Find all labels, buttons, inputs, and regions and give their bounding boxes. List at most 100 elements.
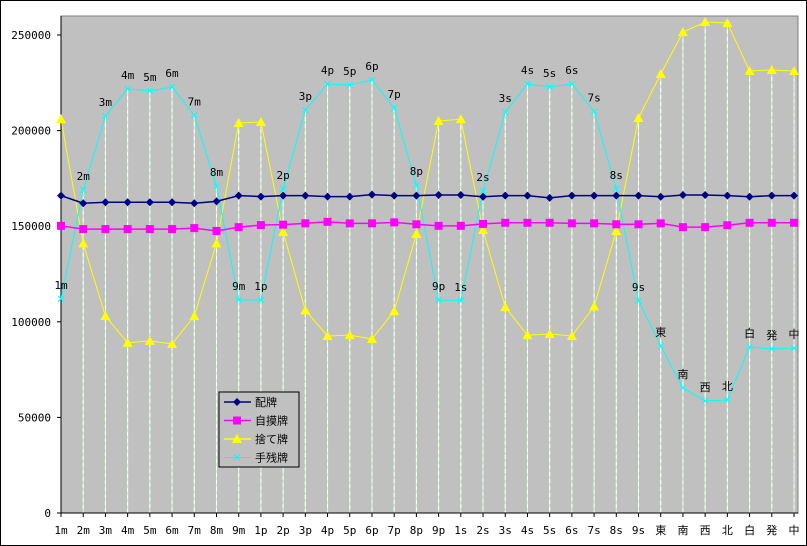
data-point bbox=[500, 302, 511, 312]
point-label: 7p bbox=[388, 88, 401, 101]
data-point bbox=[501, 218, 510, 227]
data-point bbox=[723, 221, 732, 230]
x-tick-label: 8m bbox=[210, 524, 224, 537]
data-point bbox=[389, 306, 400, 316]
data-point bbox=[79, 225, 88, 234]
point-label: 7m bbox=[188, 95, 202, 108]
point-label: 4s bbox=[521, 64, 534, 77]
point-label: 9p bbox=[432, 280, 445, 293]
data-point bbox=[123, 225, 132, 234]
data-point bbox=[279, 191, 288, 200]
data-point bbox=[300, 305, 311, 315]
x-mark bbox=[790, 344, 798, 352]
data-point bbox=[656, 192, 665, 201]
data-point bbox=[768, 345, 776, 353]
point-label: 白 bbox=[744, 326, 755, 340]
x-tick-label: 7s bbox=[587, 524, 600, 537]
y-tick-label: 250000 bbox=[11, 29, 51, 42]
x-tick-label: 5s bbox=[543, 524, 556, 537]
x-mark bbox=[746, 343, 753, 351]
x-mark bbox=[235, 296, 243, 304]
data-point bbox=[367, 219, 376, 228]
data-point bbox=[234, 191, 243, 200]
y-tick-label: 0 bbox=[44, 507, 51, 520]
point-label: 5p bbox=[343, 65, 356, 78]
point-label: 7s bbox=[587, 91, 600, 104]
series-line bbox=[60, 21, 795, 345]
data-point bbox=[345, 219, 354, 228]
point-label: 8m bbox=[210, 166, 224, 179]
x-tick-label: 5p bbox=[343, 524, 356, 537]
x-mark bbox=[479, 187, 487, 195]
data-point bbox=[256, 192, 265, 201]
data-point bbox=[122, 337, 133, 347]
data-point bbox=[567, 191, 576, 200]
data-point bbox=[212, 197, 221, 206]
legend-box bbox=[218, 391, 300, 468]
data-point bbox=[656, 219, 665, 228]
point-label: 2m bbox=[77, 170, 91, 183]
data-point bbox=[146, 87, 154, 95]
data-point bbox=[612, 191, 621, 200]
data-point bbox=[101, 225, 110, 234]
data-point bbox=[589, 301, 600, 311]
data-point bbox=[478, 225, 489, 235]
point-label: 東 bbox=[655, 326, 666, 339]
x-mark bbox=[146, 87, 154, 95]
data-point bbox=[501, 191, 510, 200]
data-point bbox=[57, 191, 65, 200]
legend-label: 自摸牌 bbox=[255, 414, 288, 428]
x-mark bbox=[568, 80, 576, 88]
data-point bbox=[655, 69, 666, 79]
data-point bbox=[767, 191, 776, 200]
x-tick-label: 8p bbox=[410, 524, 423, 537]
data-point bbox=[767, 218, 776, 227]
data-point bbox=[456, 191, 465, 200]
data-point bbox=[434, 221, 443, 230]
data-point bbox=[79, 199, 88, 208]
x-tick-label: 2m bbox=[77, 524, 91, 537]
data-point bbox=[234, 223, 243, 232]
data-point bbox=[213, 182, 220, 190]
x-mark bbox=[724, 396, 731, 404]
plot-area bbox=[60, 15, 799, 514]
x-tick-label: 南 bbox=[677, 524, 688, 537]
data-point bbox=[279, 185, 287, 193]
data-point bbox=[56, 114, 66, 124]
data-point bbox=[278, 226, 289, 236]
x-tick-label: 6s bbox=[565, 524, 578, 537]
series-1 bbox=[57, 217, 798, 235]
data-point bbox=[435, 296, 442, 304]
point-label: 6s bbox=[565, 64, 578, 77]
point-label: 発 bbox=[766, 328, 777, 342]
data-point bbox=[744, 65, 755, 75]
data-point bbox=[344, 330, 355, 340]
point-label: 西 bbox=[700, 381, 711, 394]
point-label: 6m bbox=[165, 67, 179, 80]
data-point bbox=[701, 191, 710, 200]
x-tick-label: 6m bbox=[165, 524, 179, 537]
x-mark bbox=[501, 108, 509, 116]
data-point bbox=[455, 114, 466, 124]
data-point bbox=[590, 191, 599, 200]
point-label: 1p bbox=[254, 280, 267, 293]
x-tick-label: 6p bbox=[365, 524, 378, 537]
point-label: 3p bbox=[299, 90, 312, 103]
point-label: 中 bbox=[789, 328, 800, 341]
x-mark bbox=[701, 397, 709, 405]
y-tick-label: 100000 bbox=[11, 316, 51, 329]
data-point bbox=[790, 344, 798, 352]
data-point bbox=[566, 330, 577, 340]
x-tick-label: 3m bbox=[99, 524, 113, 537]
point-label: 5s bbox=[543, 67, 556, 80]
data-point bbox=[345, 192, 354, 201]
x-tick-label: 白 bbox=[744, 523, 755, 537]
data-point bbox=[546, 83, 554, 91]
data-point bbox=[100, 311, 111, 321]
x-tick-label: 4s bbox=[521, 524, 534, 537]
data-point bbox=[78, 238, 89, 248]
data-point bbox=[701, 397, 709, 405]
x-tick-label: 3s bbox=[499, 524, 512, 537]
series-line bbox=[60, 193, 794, 205]
